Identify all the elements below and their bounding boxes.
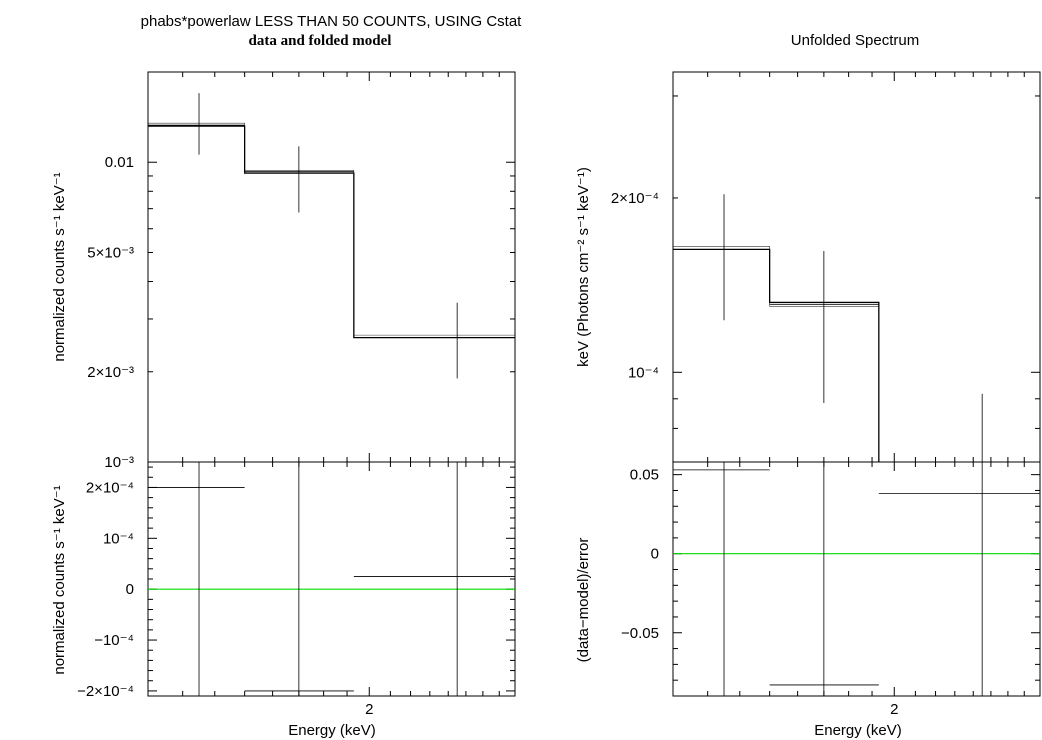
y-tick-label: 5×10⁻³ xyxy=(87,244,134,261)
panel-right-top: 2×10⁻⁴ 10⁻⁴ xyxy=(611,71,1041,463)
y-tick-label: 2×10⁻⁴ xyxy=(86,479,134,496)
y-tick-label: −0.05 xyxy=(621,625,659,642)
right-title: Unfolded Spectrum xyxy=(791,32,919,49)
y-tick-label: −10⁻⁴ xyxy=(94,632,134,649)
y-tick-label: 10⁻⁴ xyxy=(628,364,659,381)
y-tick-label: −2×10⁻⁴ xyxy=(77,683,134,700)
panel-left-top: 0.01 5×10⁻³ 2×10⁻³ 10⁻³ xyxy=(87,71,516,471)
y-tick-label: 0 xyxy=(126,581,134,598)
y-tick-label: 2×10⁻⁴ xyxy=(611,190,659,207)
y-tick-label: 0 xyxy=(651,546,659,563)
left-bottom-ylabel: normalized counts s⁻¹ keV⁻¹ xyxy=(51,485,68,674)
left-xlabel: Energy (keV) xyxy=(288,722,376,739)
left-subtitle: data and folded model xyxy=(249,33,392,49)
y-tick-label: 2×10⁻³ xyxy=(87,364,134,381)
right-bottom-ylabel: (data−model)/error xyxy=(575,538,592,663)
plot-frame xyxy=(147,461,516,697)
left-top-ylabel: normalized counts s⁻¹ keV⁻¹ xyxy=(51,172,68,361)
model-step-line xyxy=(148,122,515,336)
y-tick-label: 0.01 xyxy=(105,154,134,171)
model-step-line xyxy=(148,125,515,339)
model-step-line xyxy=(673,248,880,462)
right-top-ylabel: keV (Photons cm⁻² s⁻¹ keV⁻¹) xyxy=(575,167,592,367)
y-tick-label: 0.05 xyxy=(630,467,659,484)
panel-right-bottom: 2 0.05 0 −0.05 xyxy=(621,461,1041,718)
y-tick-label: 10⁻³ xyxy=(104,454,134,471)
panel-left-bottom: 2 2×10⁻⁴ 10⁻⁴ 0 −10⁻⁴ −2×10⁻⁴ xyxy=(77,461,516,718)
left-title: phabs*powerlaw LESS THAN 50 COUNTS, USIN… xyxy=(141,13,523,30)
plot-frame xyxy=(672,461,1041,697)
model-step-line xyxy=(673,246,879,307)
plot-frame xyxy=(147,71,516,463)
x-tick-label: 2 xyxy=(890,701,898,718)
plot-frame xyxy=(672,71,1041,463)
right-xlabel: Energy (keV) xyxy=(814,722,902,739)
y-tick-label: 10⁻⁴ xyxy=(103,530,134,547)
x-tick-label: 2 xyxy=(365,701,373,718)
